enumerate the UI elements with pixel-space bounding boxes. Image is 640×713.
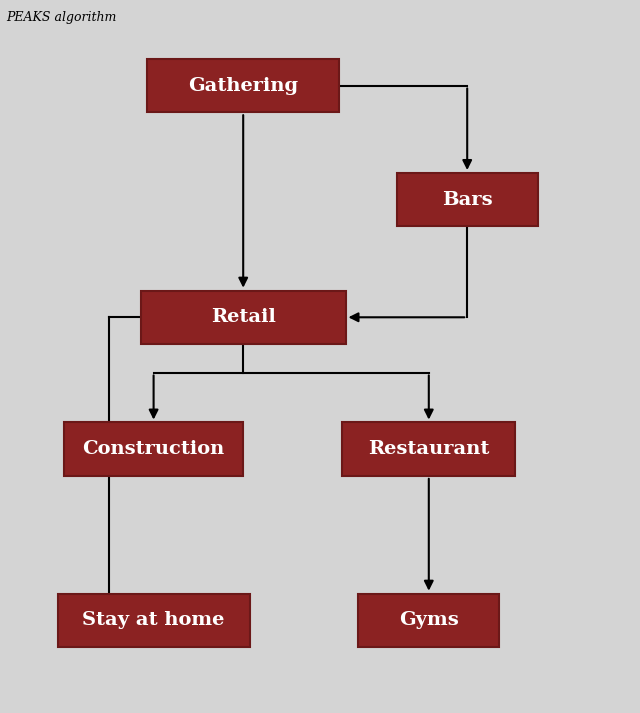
FancyBboxPatch shape bbox=[64, 422, 243, 476]
Text: Retail: Retail bbox=[211, 308, 276, 327]
FancyBboxPatch shape bbox=[141, 291, 346, 344]
Text: Gyms: Gyms bbox=[399, 611, 459, 630]
Text: Construction: Construction bbox=[83, 440, 225, 458]
Text: Stay at home: Stay at home bbox=[83, 611, 225, 630]
Text: PEAKS algorithm: PEAKS algorithm bbox=[6, 11, 116, 24]
Text: Gathering: Gathering bbox=[188, 76, 298, 95]
Text: Restaurant: Restaurant bbox=[368, 440, 490, 458]
FancyBboxPatch shape bbox=[342, 422, 515, 476]
FancyBboxPatch shape bbox=[58, 593, 250, 647]
FancyBboxPatch shape bbox=[358, 593, 499, 647]
FancyBboxPatch shape bbox=[147, 59, 339, 113]
FancyBboxPatch shape bbox=[397, 173, 538, 227]
Text: Bars: Bars bbox=[442, 190, 493, 209]
